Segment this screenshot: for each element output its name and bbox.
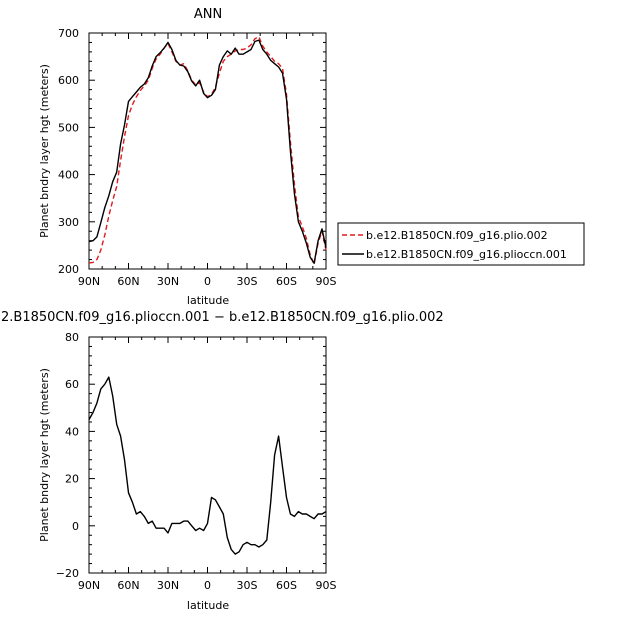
- top-x-tick-label: 60N: [117, 275, 139, 288]
- bottom-x-tick-label: 30S: [237, 579, 258, 592]
- bottom-panel: b.e12.B1850CN.f09_g16.plioccn.001 − b.e1…: [0, 310, 444, 612]
- top-x-tick-label: 90N: [78, 275, 100, 288]
- top-x-tick-label: 0: [204, 275, 211, 288]
- bottom-series-line-1: [88, 376, 327, 555]
- legend-box: [337, 222, 585, 266]
- bottom-y-tick-label: −20: [56, 567, 79, 580]
- bottom-y-tick-label: 60: [65, 378, 79, 391]
- top-series-lines: [88, 36, 327, 265]
- top-x-axis-label: latitude: [187, 294, 229, 307]
- top-y-tick-label: 500: [58, 121, 79, 134]
- top-x-tick-labels: 90N 60N 30N 0 30S 60S 90S: [78, 275, 337, 288]
- bottom-x-axis-label: latitude: [187, 599, 229, 612]
- bottom-x-tick-label: 60S: [276, 579, 297, 592]
- bottom-plot-frame: [88, 336, 327, 574]
- top-x-tick-label: 60S: [276, 275, 297, 288]
- bottom-y-axis-label: Planet bndry layer hgt (meters): [38, 368, 51, 542]
- legend-label-series-1: b.e12.B1850CN.f09_g16.plio.002: [366, 229, 548, 242]
- bottom-y-tick-label: 0: [72, 520, 79, 533]
- bottom-y-tick-label: 20: [65, 473, 79, 486]
- top-x-tick-label: 30N: [157, 275, 179, 288]
- bottom-panel-title: b.e12.B1850CN.f09_g16.plioccn.001 − b.e1…: [0, 310, 444, 325]
- top-panel-title: ANN: [194, 7, 222, 22]
- top-y-tick-label: 700: [58, 27, 79, 40]
- bottom-y-tick-label: 80: [65, 331, 79, 344]
- bottom-x-tick-label: 0: [204, 579, 211, 592]
- bottom-x-tick-labels: 90N 60N 30N 0 30S 60S 90S: [78, 579, 337, 592]
- top-x-tick-label: 90S: [316, 275, 337, 288]
- bottom-series-lines: [88, 376, 327, 555]
- bottom-x-tick-label: 90N: [78, 579, 100, 592]
- top-y-tick-label: 400: [58, 169, 79, 182]
- top-y-tick-label: 600: [58, 74, 79, 87]
- top-y-tick-label: 300: [58, 216, 79, 229]
- top-series-line-2: [88, 39, 327, 264]
- top-x-tick-label: 30S: [237, 275, 258, 288]
- legend-label-series-2: b.e12.B1850CN.f09_g16.plioccn.001: [366, 248, 567, 261]
- bottom-y-tick-label: 40: [65, 425, 79, 438]
- top-panel: ANN 90N 60N 30N 0 30S 60S 90S 200 300 400 500 600 7…: [38, 7, 337, 307]
- bottom-x-tick-label: 30N: [157, 579, 179, 592]
- bottom-y-tick-labels: −20 0 20 40 60 80: [56, 331, 79, 580]
- top-y-axis-label: Planet bndry layer hgt (meters): [38, 64, 51, 238]
- top-y-tick-label: 200: [58, 263, 79, 276]
- top-y-tick-labels: 200 300 400 500 600 700: [58, 27, 79, 276]
- bottom-x-tick-label: 60N: [117, 579, 139, 592]
- bottom-x-tick-label: 90S: [316, 579, 337, 592]
- top-axis-ticks: [88, 32, 327, 270]
- legend: b.e12.B1850CN.f09_g16.plio.002 b.e12.B18…: [337, 222, 585, 266]
- bottom-axis-ticks: [88, 336, 327, 574]
